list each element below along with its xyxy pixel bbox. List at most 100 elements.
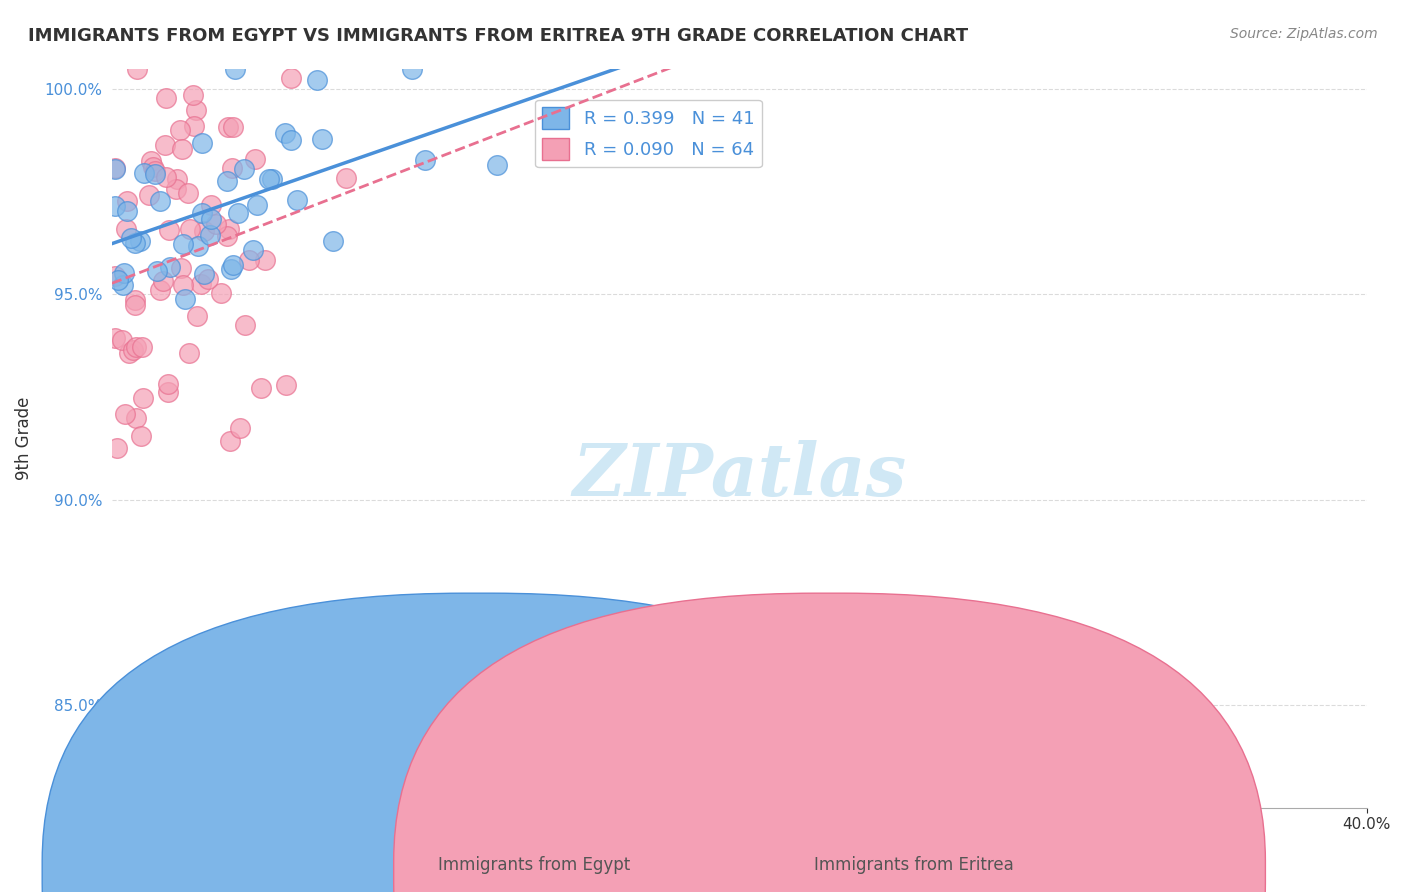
Point <box>238 253 260 268</box>
Point <box>156 385 179 400</box>
Point <box>179 345 201 359</box>
Point <box>124 298 146 312</box>
Point <box>115 203 138 218</box>
Point <box>233 318 256 333</box>
Point <box>132 391 155 405</box>
Text: Source: ZipAtlas.com: Source: ZipAtlas.com <box>1230 27 1378 41</box>
Point <box>197 272 219 286</box>
Point <box>311 132 333 146</box>
Point <box>112 277 135 292</box>
Point <box>114 407 136 421</box>
Point <box>166 172 188 186</box>
Point <box>307 73 329 87</box>
Point <box>219 434 242 448</box>
Point <box>155 91 177 105</box>
Point <box>193 267 215 281</box>
Point <box>153 138 176 153</box>
Y-axis label: 9th Grade: 9th Grade <box>15 396 32 480</box>
Point <box>169 122 191 136</box>
Point <box>177 186 200 201</box>
Point <box>179 222 201 236</box>
Text: Immigrants from Eritrea: Immigrants from Eritrea <box>814 856 1014 874</box>
Point <box>415 153 437 167</box>
Point <box>124 293 146 307</box>
Point <box>280 70 302 85</box>
Point <box>401 62 423 76</box>
Text: Immigrants from Egypt: Immigrants from Egypt <box>439 856 630 874</box>
Point <box>335 171 357 186</box>
Point <box>141 153 163 168</box>
Point <box>193 224 215 238</box>
Point <box>129 429 152 443</box>
Point <box>104 331 127 345</box>
Point <box>200 211 222 226</box>
Point <box>262 172 284 186</box>
Point <box>322 234 344 248</box>
Point <box>159 260 181 275</box>
Point <box>190 277 212 292</box>
Point <box>184 103 207 117</box>
Point <box>200 197 222 211</box>
Point <box>221 258 243 272</box>
Point <box>280 133 302 147</box>
Point <box>257 172 280 186</box>
Point <box>132 166 155 180</box>
Point <box>172 142 194 156</box>
Point <box>217 228 239 243</box>
Point <box>125 410 148 425</box>
Point <box>104 199 127 213</box>
Point <box>114 222 136 236</box>
Point <box>242 243 264 257</box>
Point <box>142 161 165 175</box>
Point <box>218 222 240 236</box>
Point <box>221 161 243 175</box>
Point <box>104 161 127 175</box>
Point <box>155 170 177 185</box>
Point <box>183 88 205 103</box>
Point <box>224 62 246 76</box>
Point <box>232 161 254 176</box>
Point <box>165 182 187 196</box>
Point <box>191 136 214 150</box>
Point <box>228 421 250 435</box>
Point <box>145 264 167 278</box>
Point <box>120 231 142 245</box>
Point <box>219 261 242 276</box>
Point <box>122 343 145 357</box>
Point <box>112 266 135 280</box>
Point <box>187 239 209 253</box>
Point <box>274 377 297 392</box>
Point <box>110 333 132 347</box>
Point <box>217 120 239 134</box>
Point <box>485 158 508 172</box>
Point <box>107 273 129 287</box>
Point <box>222 120 245 134</box>
Point <box>157 376 180 391</box>
Point <box>149 283 172 297</box>
Point <box>274 126 297 140</box>
Point <box>226 206 249 220</box>
Point <box>172 237 194 252</box>
Point <box>125 340 148 354</box>
Point <box>131 340 153 354</box>
Point <box>117 194 139 209</box>
Point <box>209 285 232 300</box>
Point <box>249 381 271 395</box>
Point <box>246 198 269 212</box>
Point <box>124 236 146 251</box>
Point <box>170 260 193 275</box>
Point <box>118 346 141 360</box>
Point <box>138 187 160 202</box>
Point <box>186 309 208 323</box>
Point <box>285 193 308 207</box>
Point <box>183 119 205 133</box>
Point <box>217 174 239 188</box>
Point <box>253 252 276 267</box>
Point <box>149 194 172 208</box>
Point <box>157 223 180 237</box>
Point <box>191 206 214 220</box>
Legend: R = 0.399   N = 41, R = 0.090   N = 64: R = 0.399 N = 41, R = 0.090 N = 64 <box>536 100 762 168</box>
Text: IMMIGRANTS FROM EGYPT VS IMMIGRANTS FROM ERITREA 9TH GRADE CORRELATION CHART: IMMIGRANTS FROM EGYPT VS IMMIGRANTS FROM… <box>28 27 969 45</box>
Point <box>143 167 166 181</box>
Point <box>128 234 150 248</box>
